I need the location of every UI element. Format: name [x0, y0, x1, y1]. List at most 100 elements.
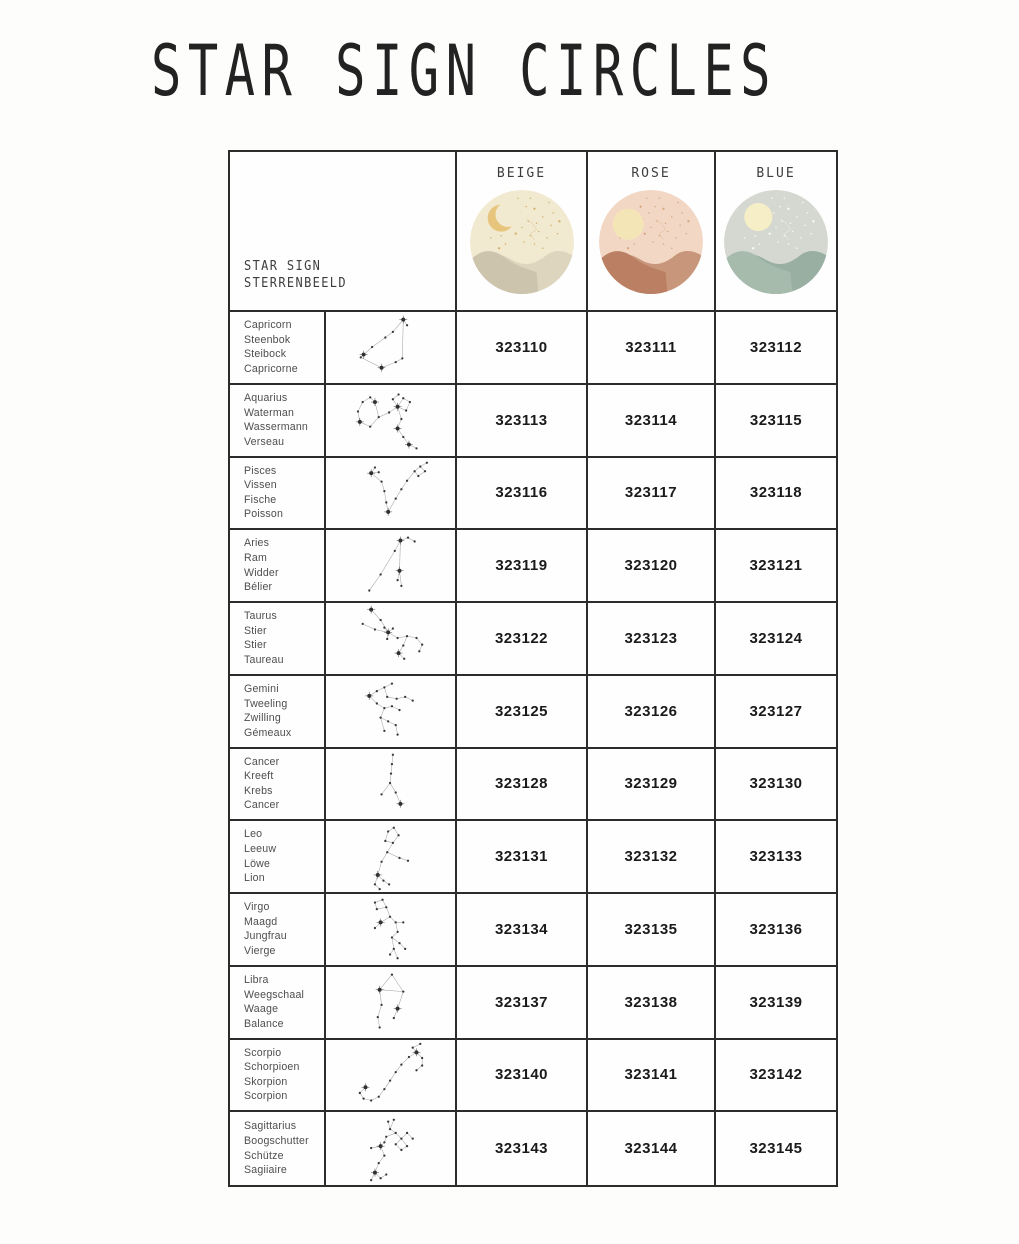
- product-code: 323114: [624, 411, 678, 429]
- product-code: 323138: [624, 993, 678, 1011]
- sign-names-cell: Leo Leeuw Löwe Lion: [230, 821, 326, 894]
- product-code-cell: 323113: [457, 384, 588, 458]
- header-beige-cell: BEIGE: [457, 152, 588, 312]
- sign-name: Sagiiaire: [244, 1164, 288, 1177]
- product-code: 323129: [624, 775, 678, 793]
- sign-name: Lion: [244, 872, 265, 885]
- table-row: Capricorn Steenbok Steibock Capricorne 32311…: [230, 312, 836, 385]
- sign-name: Leo: [244, 828, 263, 841]
- product-code-cell: 323122: [457, 603, 588, 676]
- product-code: 323145: [749, 1140, 803, 1158]
- sign-name: Capricorn: [244, 319, 292, 332]
- product-code: 323123: [624, 629, 678, 647]
- constellation-cell: [326, 603, 457, 676]
- product-code-cell: 323144: [588, 1112, 716, 1185]
- sign-name: Waage: [244, 1003, 279, 1016]
- product-code-cell: 323137: [457, 966, 588, 1040]
- star-sign-table: STAR SIGN STERRENBEELD BEIGE ROSE BLUE C…: [228, 150, 838, 1187]
- table-row: Leo Leeuw Löwe Lion 323131 323132 323133: [230, 821, 836, 894]
- page-title: STAR SIGN CIRCLES: [151, 30, 778, 112]
- product-code: 323137: [494, 993, 549, 1011]
- pisces-constellation-icon: [366, 461, 428, 516]
- sign-name: Aquarius: [244, 391, 288, 404]
- constellation-cell: [326, 748, 457, 822]
- product-code-cell: 323110: [457, 312, 588, 385]
- constellation-cell: [326, 384, 457, 458]
- table-row: Aquarius Waterman Wassermann Verseau 323113 3…: [230, 384, 836, 458]
- sign-name: Tweeling: [244, 697, 288, 710]
- product-code: 323113: [495, 411, 548, 429]
- product-code-cell: 323133: [716, 821, 836, 894]
- table-row: Cancer Kreeft Krebs Cancer 323128 323129 32313…: [230, 748, 836, 822]
- product-code: 323133: [749, 848, 803, 866]
- product-code: 323119: [495, 557, 548, 575]
- constellation-cell: [326, 966, 457, 1040]
- product-code: 323118: [749, 484, 803, 502]
- product-code-cell: 323135: [588, 894, 716, 967]
- product-code-cell: 323136: [716, 894, 836, 967]
- sign-name: Boogschutter: [244, 1135, 309, 1148]
- sign-name: Schorpioen: [244, 1061, 300, 1074]
- sign-name: Maagd: [244, 915, 278, 928]
- sign-name: Krebs: [244, 784, 273, 797]
- product-code: 323132: [624, 848, 678, 866]
- product-code: 323112: [749, 338, 803, 356]
- sign-name: Aries: [244, 537, 270, 550]
- sign-name: Gemini: [244, 682, 279, 695]
- product-code: 323124: [749, 629, 803, 647]
- product-code-cell: 323126: [588, 675, 716, 749]
- product-code-cell: 323117: [588, 457, 716, 531]
- blue-column-label: BLUE: [756, 166, 796, 181]
- sign-name: Stier: [244, 624, 267, 637]
- table-row: Scorpio Schorpioen Skorpion Scorpion 323140 3…: [230, 1039, 836, 1113]
- sign-names-cell: Aries Ram Widder Bélier: [230, 530, 326, 603]
- product-code-cell: 323114: [588, 384, 716, 458]
- sign-name: Virgo: [244, 901, 270, 914]
- sign-name: Scorpio: [244, 1046, 282, 1059]
- sign-names-cell: Virgo Maagd Jungfrau Vierge: [230, 894, 326, 967]
- product-code: 323128: [494, 775, 549, 793]
- product-code: 323143: [494, 1140, 549, 1158]
- product-code-cell: 323139: [716, 967, 836, 1040]
- sign-name: Weegschaal: [244, 988, 305, 1001]
- sign-name: Löwe: [244, 857, 271, 870]
- virgo-constellation-icon: [373, 898, 406, 960]
- constellation-cell: [326, 1112, 457, 1185]
- sign-name: Widder: [244, 566, 279, 579]
- sign-name: Pisces: [244, 464, 277, 477]
- sign-name: Cancer: [244, 799, 280, 812]
- leo-constellation-icon: [373, 826, 409, 890]
- table-row: Aries Ram Widder Bélier 323119 323120 323121: [230, 530, 836, 603]
- product-code-cell: 323123: [588, 603, 716, 676]
- product-code-cell: 323131: [457, 821, 588, 894]
- taurus-constellation-icon: [361, 606, 423, 661]
- product-code-cell: 323111: [588, 312, 716, 385]
- sign-name: Steibock: [244, 348, 287, 361]
- row-header-line2: STERRENBEELD: [244, 276, 347, 291]
- product-code-cell: 323129: [588, 748, 716, 822]
- product-code-cell: 323120: [588, 530, 716, 603]
- product-code-cell: 323125: [457, 675, 588, 749]
- product-code-cell: 323132: [588, 821, 716, 894]
- product-code-cell: 323121: [716, 530, 836, 603]
- table-header-row: STAR SIGN STERRENBEELD BEIGE ROSE BLUE: [230, 152, 836, 312]
- table-row: Libra Weegschaal Waage Balance 323137 323138 3…: [230, 966, 836, 1040]
- product-code-cell: 323141: [588, 1039, 716, 1113]
- product-code: 323122: [494, 629, 549, 647]
- sign-name: Capricorne: [244, 362, 298, 375]
- sign-name: Skorpion: [244, 1075, 288, 1088]
- product-code-cell: 323143: [457, 1112, 588, 1185]
- sign-name: Libra: [244, 973, 269, 986]
- product-code-cell: 323130: [716, 749, 836, 822]
- sign-names-cell: Pisces Vissen Fische Poisson: [230, 457, 326, 531]
- product-code: 323136: [749, 920, 803, 938]
- row-header-label: STAR SIGN STERRENBEELD: [244, 258, 347, 292]
- sagittarius-constellation-icon: [369, 1118, 414, 1181]
- sign-name: Ram: [244, 552, 267, 565]
- product-code-cell: 323119: [457, 530, 588, 603]
- product-code: 323120: [624, 557, 678, 575]
- product-code: 323125: [494, 702, 549, 720]
- product-code-cell: 323128: [457, 748, 588, 822]
- constellation-cell: [326, 457, 457, 531]
- rose-moon-hills-icon: [599, 190, 703, 294]
